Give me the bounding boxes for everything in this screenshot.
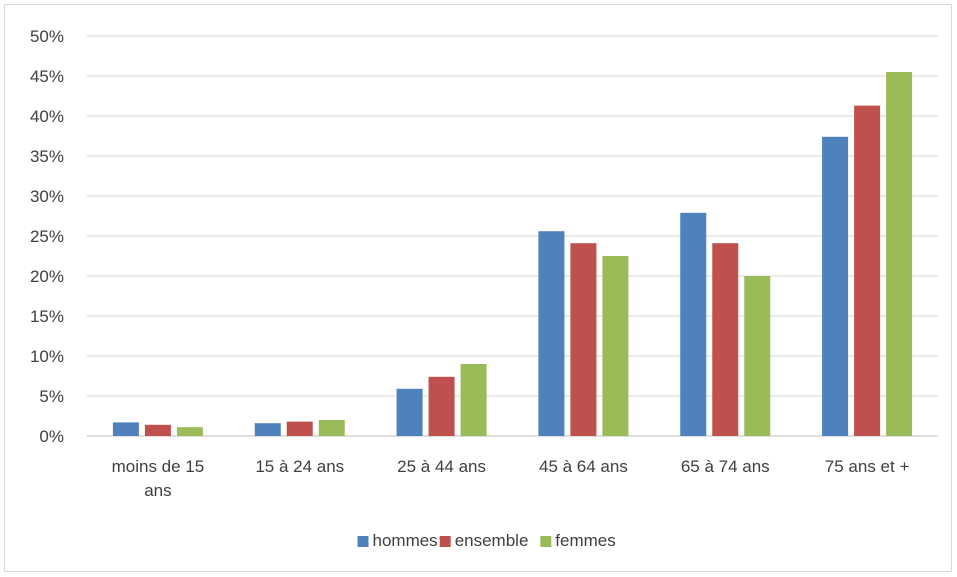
bar-ensemble: [428, 376, 455, 436]
bar-femmes: [460, 364, 487, 436]
bar-ensemble: [570, 243, 597, 436]
x-tick-label: 25 à 44 ans: [397, 457, 486, 476]
bar-hommes: [112, 422, 139, 436]
y-tick-label: 40%: [30, 107, 64, 126]
x-axis: moins de 15 ans 15 à 24 ans 25 à 44 ans 45 à…: [112, 457, 910, 500]
bar-hommes: [822, 136, 849, 437]
x-tick-label-line: 15 à 24 ans: [255, 457, 344, 476]
legend-swatch-hommes: [357, 536, 369, 547]
bar-hommes: [680, 212, 707, 436]
x-tick-label-line: moins de 15: [112, 457, 205, 476]
x-tick-label-line: 45 à 64 ans: [539, 457, 628, 476]
y-tick-label: 10%: [30, 347, 64, 366]
legend-label-ensemble: ensemble: [455, 531, 529, 550]
y-tick-label: 20%: [30, 267, 64, 286]
y-tick-label: 35%: [30, 147, 64, 166]
y-tick-label: 25%: [30, 227, 64, 246]
chart-frame: [4, 4, 952, 572]
bar-femmes: [886, 72, 913, 436]
x-tick-label-line: 25 à 44 ans: [397, 457, 486, 476]
bar-hommes: [396, 388, 423, 436]
bar-ensemble: [854, 105, 881, 436]
bar-femmes: [602, 256, 629, 436]
gridlines: [87, 35, 938, 437]
bar-hommes: [254, 423, 281, 436]
x-tick-label: 65 à 74 ans: [681, 457, 770, 476]
legend-label-femmes: femmes: [555, 531, 615, 550]
y-axis: 0% 5% 10% 15% 20% 25% 30% 35% 40% 45% 50%: [30, 27, 64, 446]
y-tick-label: 30%: [30, 187, 64, 206]
x-tick-label-line: 75 ans et +: [825, 457, 910, 476]
legend-label-hommes: hommes: [373, 531, 438, 550]
y-tick-label: 45%: [30, 67, 64, 86]
legend-swatch-ensemble: [439, 536, 451, 547]
y-tick-label: 50%: [30, 27, 64, 46]
y-tick-label: 15%: [30, 307, 64, 326]
x-tick-label: moins de 15 ans: [112, 457, 205, 500]
legend-swatch-femmes: [540, 536, 552, 547]
bar-ensemble: [712, 243, 739, 436]
bar-femmes: [744, 276, 771, 436]
y-tick-label: 0%: [39, 427, 64, 446]
x-tick-label-line: 65 à 74 ans: [681, 457, 770, 476]
bar-femmes: [176, 427, 203, 436]
x-tick-label-line: ans: [144, 481, 171, 500]
bar-hommes: [538, 231, 565, 436]
y-tick-label: 5%: [39, 387, 64, 406]
bar-ensemble: [144, 424, 171, 436]
bars: [112, 72, 913, 437]
bar-femmes: [318, 420, 345, 436]
x-tick-label: 75 ans et +: [825, 457, 910, 476]
x-tick-label: 15 à 24 ans: [255, 457, 344, 476]
x-tick-label: 45 à 64 ans: [539, 457, 628, 476]
legend: hommes ensemble femmes: [357, 531, 616, 550]
bar-ensemble: [286, 421, 313, 436]
